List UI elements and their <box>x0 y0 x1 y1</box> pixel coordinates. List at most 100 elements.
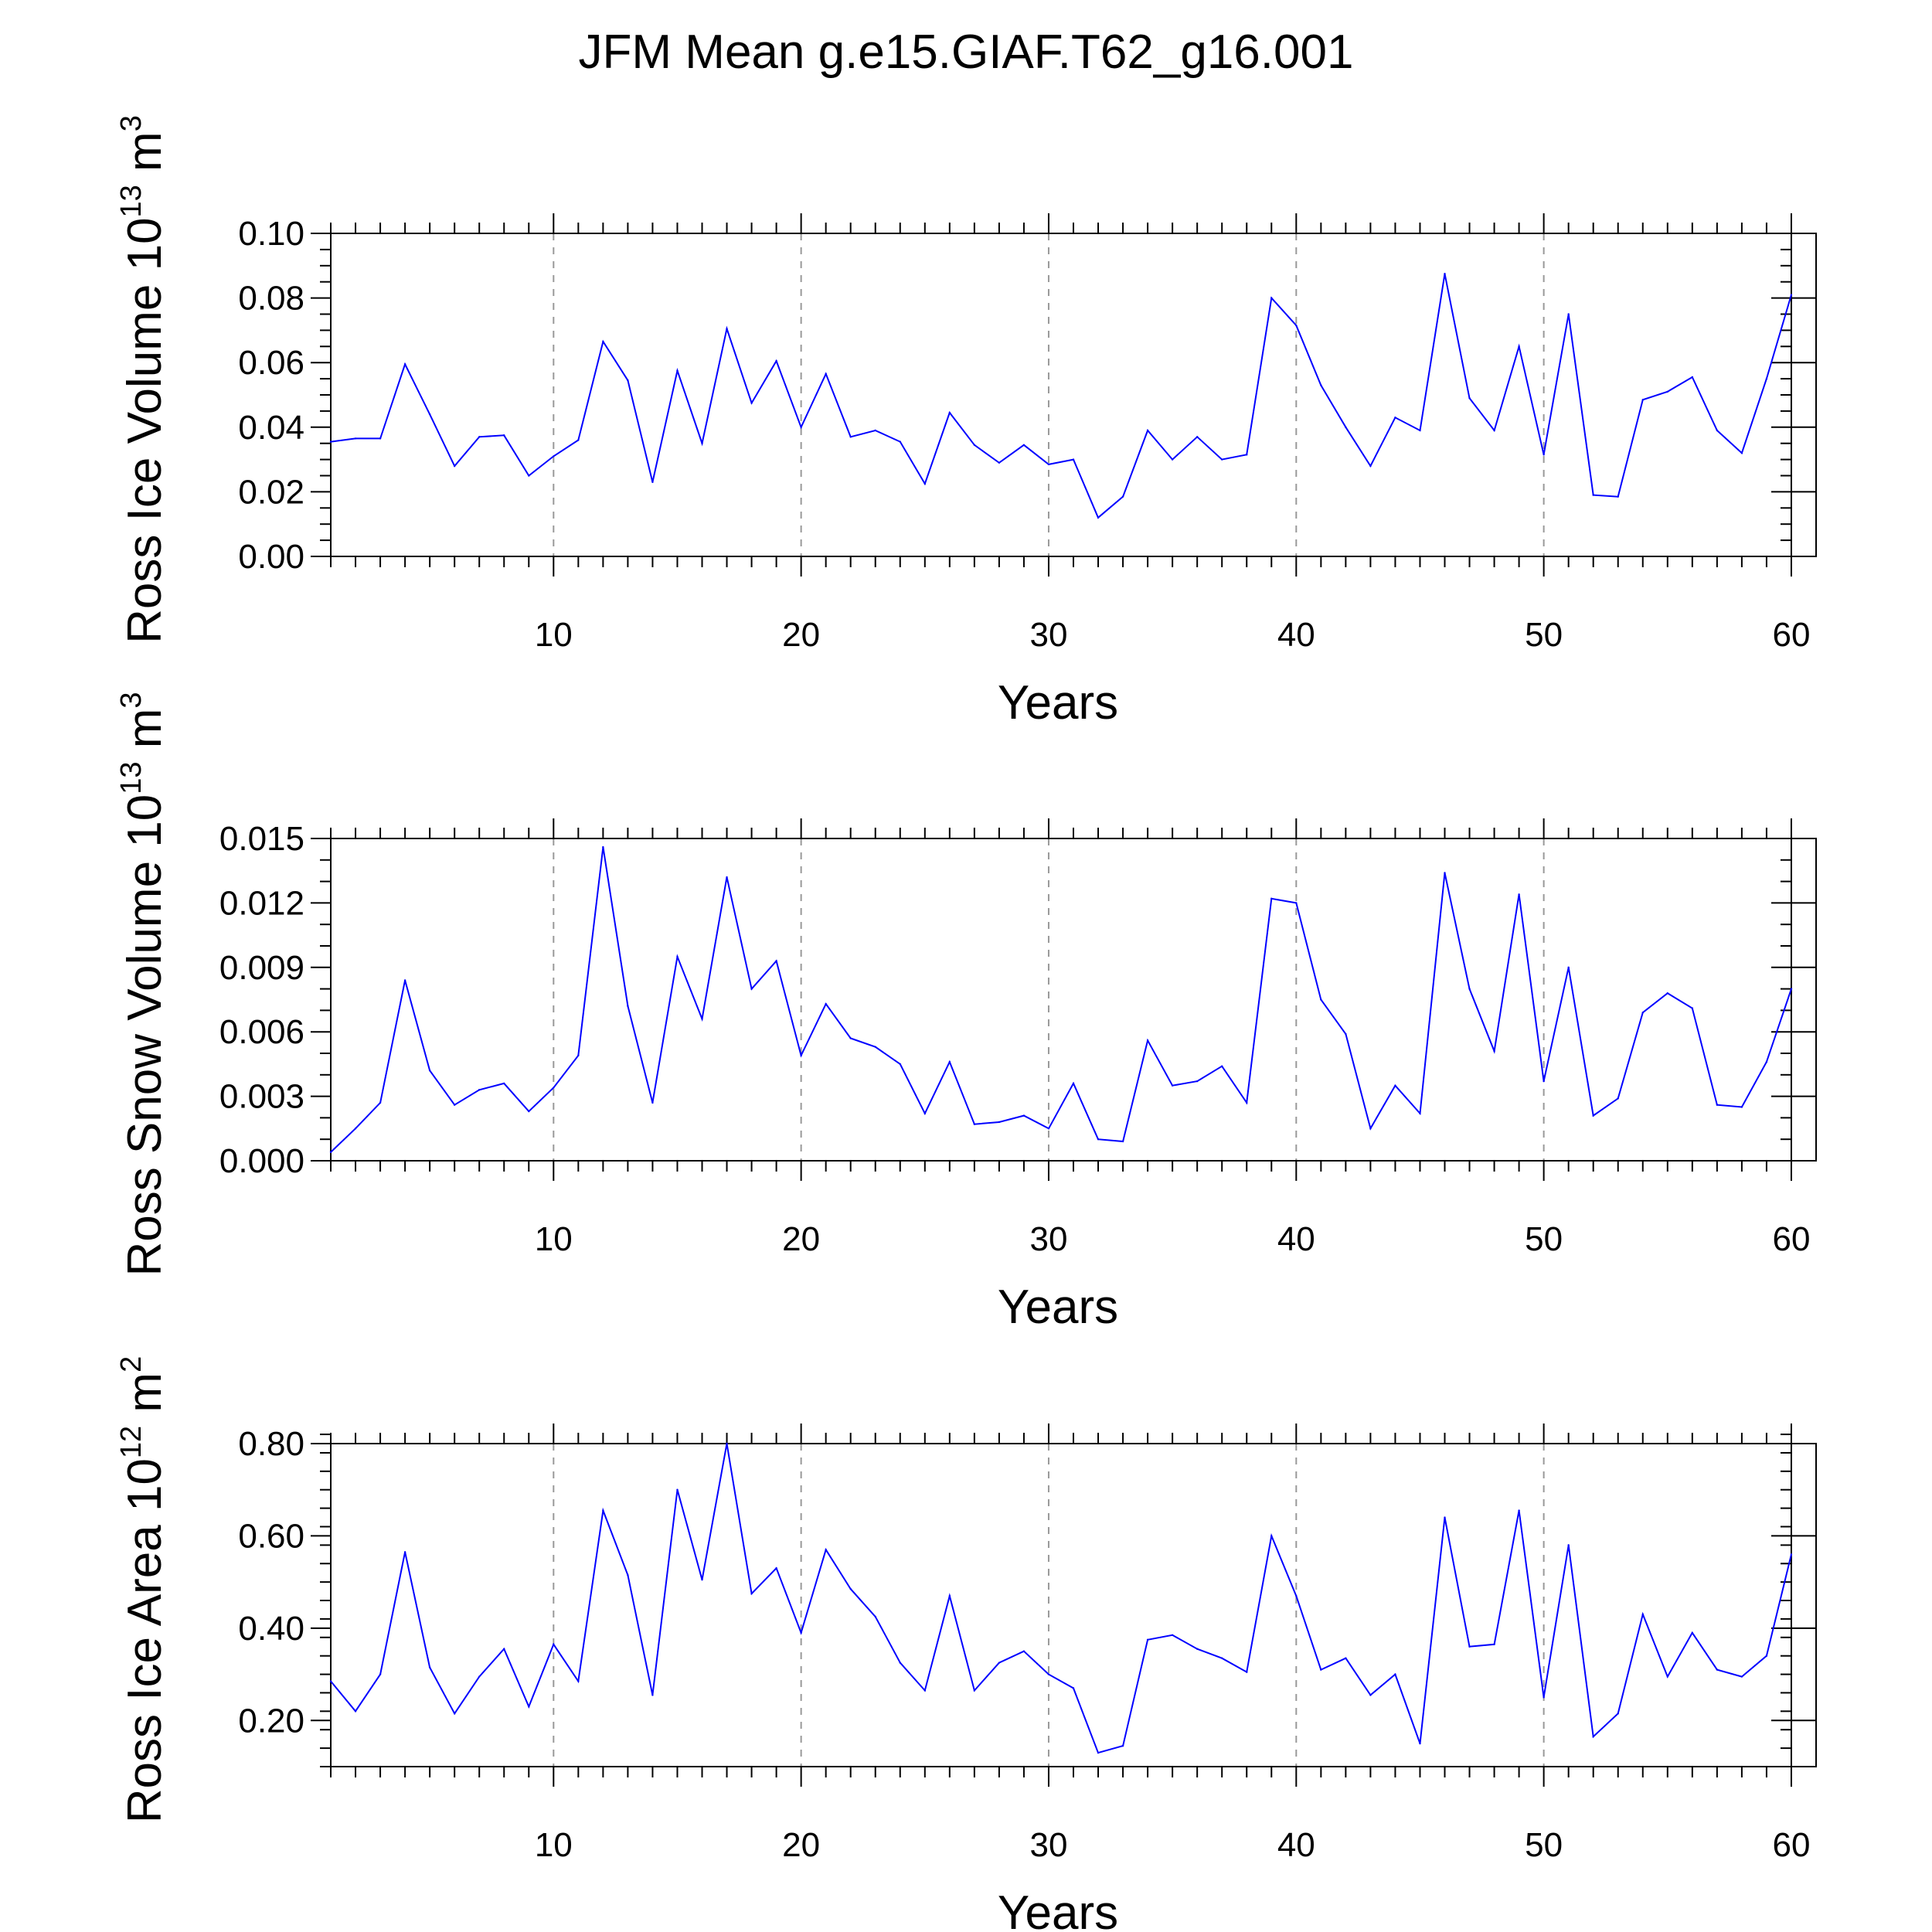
chart-title: JFM Mean g.e15.GIAF.T62_g16.001 <box>579 26 1354 79</box>
data-point <box>651 1101 654 1104</box>
data-point <box>478 1675 481 1678</box>
y-axis-label-unit-exponent: 3 <box>115 115 148 131</box>
data-point <box>1666 390 1668 393</box>
data-point <box>923 482 927 485</box>
y-axis-label-unit: m <box>118 1372 172 1426</box>
data-point <box>528 1110 530 1113</box>
x-axis-label: Years <box>998 676 1118 730</box>
data-point <box>874 1615 876 1618</box>
data-point <box>1369 464 1372 468</box>
data-point <box>1543 454 1545 456</box>
data-point <box>1790 988 1793 990</box>
data-point <box>899 1063 901 1066</box>
data-point <box>1765 377 1768 380</box>
data-point <box>1270 897 1273 900</box>
series-line <box>330 274 1792 519</box>
data-point <box>1394 417 1396 419</box>
data-point <box>1072 458 1075 461</box>
data-point <box>1196 436 1199 438</box>
data-point <box>1246 1671 1248 1673</box>
data-point <box>1171 458 1174 461</box>
data-point <box>775 1567 777 1570</box>
data-point <box>1295 1594 1298 1597</box>
data-point <box>750 1592 753 1595</box>
data-point <box>726 1442 728 1445</box>
data-point <box>503 434 505 437</box>
data-point <box>1444 273 1446 275</box>
data-point <box>403 979 406 981</box>
x-tick-label: 50 <box>1525 1826 1563 1864</box>
y-axis-label-exponent: 13 <box>115 185 148 217</box>
x-tick-label: 40 <box>1277 616 1315 654</box>
data-point <box>1171 1634 1174 1637</box>
data-point <box>849 1587 852 1590</box>
y-axis-label-main: Ross Ice Volume 10 <box>118 217 172 643</box>
data-point <box>577 1680 580 1682</box>
data-point <box>503 1082 505 1085</box>
y-tick-label: 0.60 <box>238 1517 304 1555</box>
data-point <box>948 1060 951 1063</box>
data-point <box>1221 458 1223 461</box>
y-tick-label: 0.006 <box>219 1013 304 1051</box>
data-point <box>1320 998 1322 1001</box>
data-point <box>1543 1080 1545 1083</box>
data-point <box>329 1151 332 1154</box>
x-tick-label: 10 <box>535 616 573 654</box>
data-point <box>503 1648 505 1650</box>
y-tick-label: 0.10 <box>238 215 304 253</box>
data-point <box>379 1673 382 1675</box>
data-point <box>973 1689 976 1692</box>
x-tick-label: 60 <box>1772 616 1810 654</box>
data-point <box>1246 454 1248 456</box>
data-point <box>1444 872 1446 874</box>
y-tick-label: 0.009 <box>219 949 304 987</box>
data-point <box>1171 1084 1174 1087</box>
data-point <box>1196 1080 1199 1083</box>
data-point <box>948 411 951 414</box>
data-point <box>1221 1065 1223 1067</box>
x-tick-label: 20 <box>782 1826 820 1864</box>
y-axis-label-unit: m <box>118 131 172 185</box>
data-point <box>528 1706 530 1708</box>
x-tick-label: 50 <box>1525 1220 1563 1258</box>
data-point <box>1022 444 1026 446</box>
data-point <box>1072 1687 1075 1689</box>
series-line <box>330 1443 1792 1754</box>
x-tick-label: 30 <box>1029 616 1067 654</box>
data-point <box>1072 1082 1075 1085</box>
data-point <box>453 1713 456 1715</box>
data-point <box>874 1046 876 1048</box>
data-point <box>1047 1128 1050 1130</box>
data-point <box>1691 376 1694 379</box>
data-point <box>577 1054 580 1056</box>
data-point <box>651 481 654 484</box>
y-tick-label: 0.000 <box>219 1142 304 1180</box>
data-point <box>676 955 679 958</box>
data-point <box>1196 1648 1199 1650</box>
data-point <box>800 426 802 428</box>
data-point <box>428 1666 431 1668</box>
data-point <box>1543 1696 1545 1699</box>
data-point <box>923 1689 927 1692</box>
data-point <box>379 437 382 440</box>
data-point <box>1270 297 1273 299</box>
y-axis-label-main: Ross Ice Area 10 <box>118 1458 172 1823</box>
data-point <box>428 413 431 416</box>
data-point <box>849 1037 852 1039</box>
data-point <box>1765 1060 1768 1063</box>
data-point <box>1146 429 1149 432</box>
x-tick-label: 50 <box>1525 616 1563 654</box>
data-point <box>627 1573 629 1577</box>
data-point <box>453 1104 456 1106</box>
data-point <box>354 1128 357 1130</box>
data-point <box>1468 1645 1471 1648</box>
y-axis-label-exponent: 13 <box>115 761 148 794</box>
data-point <box>602 340 604 343</box>
y-axis-label: Ross Snow Volume 1013 m3 <box>115 692 172 1276</box>
data-point <box>1146 1039 1149 1042</box>
data-point <box>750 402 753 404</box>
data-point <box>1790 1553 1793 1556</box>
data-point <box>1270 1535 1273 1537</box>
data-point <box>1716 1668 1719 1671</box>
data-point <box>1320 1668 1322 1671</box>
